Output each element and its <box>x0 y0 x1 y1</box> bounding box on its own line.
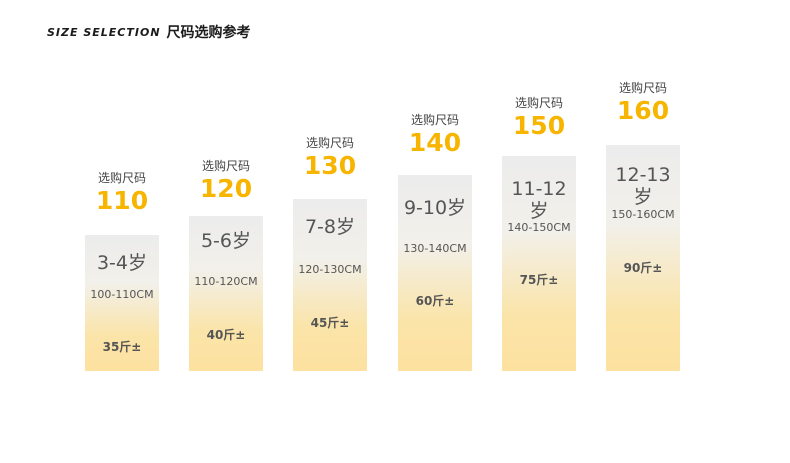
height-range: 110-120CM <box>194 275 258 288</box>
pick-size-label: 选购尺码 <box>618 81 667 95</box>
weight-value: 75斤± <box>519 273 559 287</box>
pick-size-label: 选购尺码 <box>97 171 146 185</box>
pick-size-label: 选购尺码 <box>201 159 250 173</box>
size-bar: 3-4岁 100-110CM 35斤± <box>85 235 159 371</box>
size-column-140: 选购尺码 140 9-10岁 130-140CM 60斤± <box>398 113 472 371</box>
age-range: 7-8岁 <box>304 216 356 238</box>
size-bar: 7-8岁 120-130CM 45斤± <box>293 199 367 371</box>
height-range: 100-110CM <box>90 288 154 301</box>
size-column-120: 选购尺码 120 5-6岁 110-120CM 40斤± <box>189 159 263 371</box>
size-number: 120 <box>199 174 253 203</box>
age-range: 12-13岁 <box>615 164 671 208</box>
age-range: 9-10岁 <box>403 197 467 219</box>
weight-value: 90斤± <box>623 261 663 275</box>
size-number: 110 <box>95 186 149 215</box>
header-title-zh: 尺码选购参考 <box>166 25 251 41</box>
height-range: 150-160CM <box>611 208 675 221</box>
height-range: 130-140CM <box>403 242 467 255</box>
height-range: 120-130CM <box>298 263 362 276</box>
size-column-130: 选购尺码 130 7-8岁 120-130CM 45斤± <box>293 136 367 371</box>
pick-size-label: 选购尺码 <box>410 113 459 127</box>
weight-value: 60斤± <box>415 294 455 308</box>
size-bar: 5-6岁 110-120CM 40斤± <box>189 216 263 371</box>
size-bar: 9-10岁 130-140CM 60斤± <box>398 175 472 371</box>
size-number: 160 <box>616 96 670 125</box>
weight-value: 35斤± <box>102 340 142 354</box>
size-column-150: 选购尺码 150 11-12岁 140-150CM 75斤± <box>502 96 576 371</box>
size-number: 150 <box>512 111 566 140</box>
pick-size-label: 选购尺码 <box>305 136 354 150</box>
page-header: SIZE SELECTION 尺码选购参考 <box>47 22 251 42</box>
weight-value: 40斤± <box>206 328 246 342</box>
header-title-en: SIZE SELECTION <box>47 25 161 39</box>
age-range: 3-4岁 <box>96 252 148 274</box>
size-column-160: 选购尺码 160 12-13岁 150-160CM 90斤± <box>606 81 680 371</box>
size-number: 130 <box>303 151 357 180</box>
size-bar: 11-12岁 140-150CM 75斤± <box>502 156 576 371</box>
height-range: 140-150CM <box>507 221 571 234</box>
size-number: 140 <box>408 128 462 157</box>
size-column-110: 选购尺码 110 3-4岁 100-110CM 35斤± <box>85 171 159 371</box>
size-bar: 12-13岁 150-160CM 90斤± <box>606 145 680 371</box>
pick-size-label: 选购尺码 <box>514 96 563 110</box>
age-range: 5-6岁 <box>200 230 252 252</box>
weight-value: 45斤± <box>310 316 350 330</box>
age-range: 11-12岁 <box>511 178 567 222</box>
